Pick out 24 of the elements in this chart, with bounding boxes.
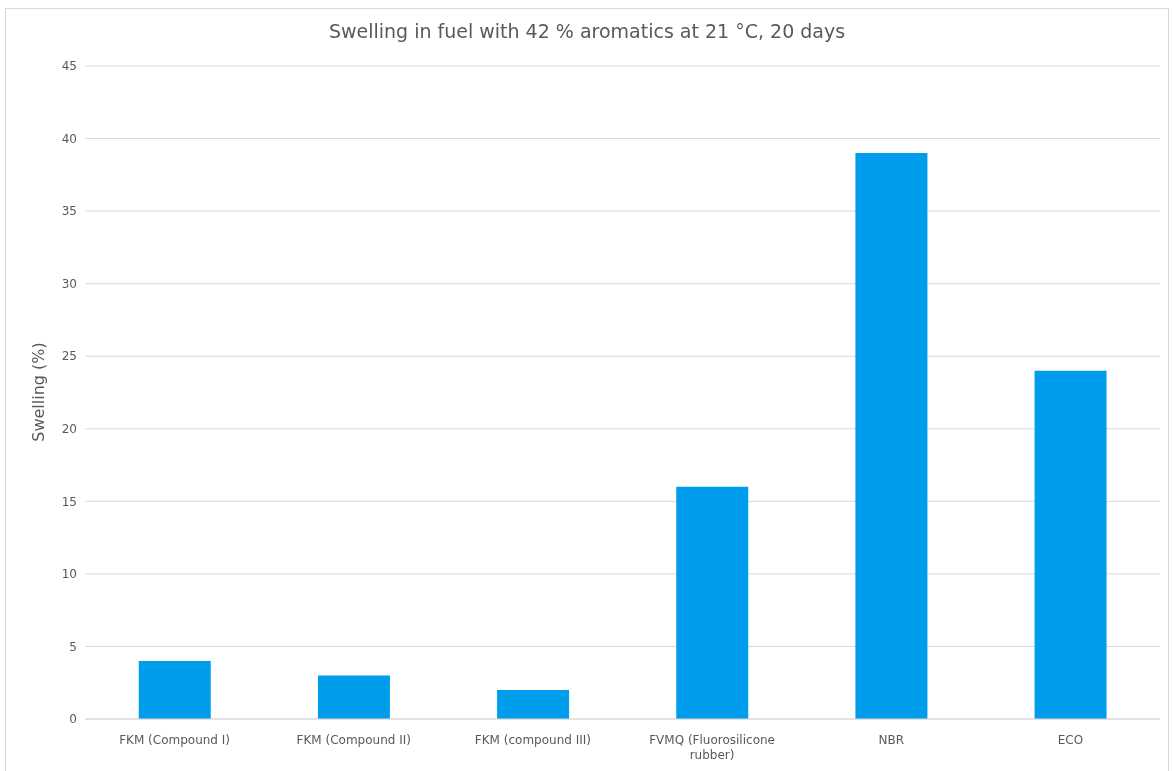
y-tick-label: 15 — [61, 494, 77, 509]
x-tick-label: FKM (Compound II) — [296, 732, 411, 747]
y-tick-label: 20 — [61, 422, 77, 437]
bar — [676, 486, 749, 719]
bar — [497, 689, 570, 719]
x-tick-label: FVMQ (Fluorosilicone rubber) — [649, 732, 775, 763]
y-tick-label: 30 — [61, 276, 77, 291]
y-tick-label: 5 — [69, 639, 77, 654]
y-tick-label: 40 — [61, 131, 77, 146]
bar — [855, 153, 928, 719]
y-tick-label: 35 — [61, 204, 77, 219]
y-tick-label: 10 — [61, 567, 77, 582]
chart-title: Swelling in fuel with 42 % aromatics at 21 °C, 20 days — [327, 20, 847, 42]
bar — [1034, 370, 1107, 719]
y-axis-title: Swelling (%) — [28, 342, 48, 442]
y-tick-label: 0 — [69, 712, 77, 727]
x-tick-label: NBR — [878, 732, 905, 747]
y-tick-label: 25 — [61, 349, 77, 364]
x-tick-label: ECO — [1057, 732, 1084, 747]
bar — [138, 660, 211, 719]
bar — [317, 675, 390, 719]
y-tick-label: 45 — [61, 59, 77, 74]
x-tick-label: FKM (compound III) — [474, 732, 591, 747]
x-tick-label: FKM (Compound I) — [119, 732, 231, 747]
